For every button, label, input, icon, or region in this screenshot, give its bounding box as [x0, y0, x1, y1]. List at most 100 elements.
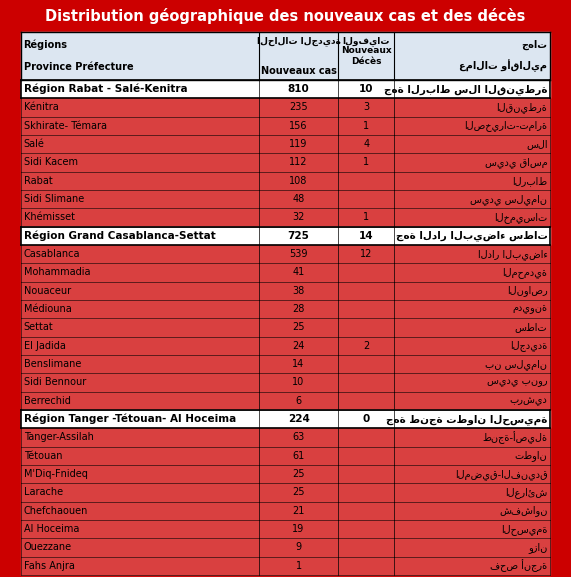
Text: 235: 235: [289, 103, 308, 113]
Text: تطوان: تطوان: [514, 451, 548, 461]
Text: سيدي قاسم: سيدي قاسم: [485, 157, 548, 168]
Bar: [21, 245, 550, 263]
Bar: [21, 501, 550, 520]
Text: 1: 1: [363, 121, 369, 131]
Text: Région Rabat - Salé-Kenitra: Région Rabat - Salé-Kenitra: [23, 84, 187, 95]
Bar: [21, 32, 550, 80]
Text: 224: 224: [288, 414, 309, 424]
Text: شفشاون: شفشاون: [499, 505, 548, 516]
Text: 14: 14: [292, 359, 305, 369]
Text: 10: 10: [292, 377, 305, 388]
Text: Nouveaux
Décès: Nouveaux Décès: [341, 46, 392, 66]
Text: الجديدة: الجديدة: [510, 340, 548, 351]
Text: 539: 539: [289, 249, 308, 259]
Bar: [21, 190, 550, 208]
Text: Tétouan: Tétouan: [23, 451, 62, 461]
Text: 1: 1: [296, 561, 301, 571]
Bar: [21, 135, 550, 153]
Text: القنيطرة: القنيطرة: [497, 102, 548, 113]
Text: Sidi Slimane: Sidi Slimane: [23, 194, 84, 204]
Text: Larache: Larache: [23, 488, 63, 497]
Text: بن سليمان: بن سليمان: [485, 359, 548, 370]
Text: Nouveaux cas: Nouveaux cas: [260, 66, 336, 76]
Text: برشيد: برشيد: [509, 396, 548, 406]
Text: Berrechid: Berrechid: [23, 396, 70, 406]
Text: 1: 1: [363, 212, 369, 223]
Text: 61: 61: [292, 451, 305, 461]
Text: Al Hoceima: Al Hoceima: [23, 524, 79, 534]
Bar: [21, 428, 550, 447]
Text: 9: 9: [296, 542, 301, 553]
Bar: [21, 117, 550, 135]
Text: Ouezzane: Ouezzane: [23, 542, 72, 553]
Text: Salé: Salé: [23, 139, 45, 149]
Bar: [21, 263, 550, 282]
Text: 156: 156: [289, 121, 308, 131]
Text: 119: 119: [289, 139, 308, 149]
Text: 0: 0: [363, 414, 370, 424]
Text: 24: 24: [292, 341, 305, 351]
Bar: [21, 172, 550, 190]
Text: Fahs Anjra: Fahs Anjra: [23, 561, 74, 571]
Text: Casablanca: Casablanca: [23, 249, 80, 259]
Text: 19: 19: [292, 524, 305, 534]
Text: 810: 810: [288, 84, 309, 94]
Bar: [21, 300, 550, 319]
Text: Province Préfecture: Province Préfecture: [23, 62, 133, 72]
Bar: [21, 465, 550, 484]
Text: 38: 38: [292, 286, 305, 296]
Text: Médiouna: Médiouna: [23, 304, 71, 314]
Text: Région Tanger -Tétouan- Al Hoceima: Région Tanger -Tétouan- Al Hoceima: [23, 414, 236, 425]
Text: Mohammadia: Mohammadia: [23, 268, 90, 278]
Text: الحسيمة: الحسيمة: [501, 524, 548, 535]
Text: الوفيات: الوفيات: [343, 36, 390, 46]
Text: 28: 28: [292, 304, 305, 314]
Text: طنجة-أصيلة: طنجة-أصيلة: [482, 431, 548, 444]
Text: Région Grand Casablanca-Settat: Région Grand Casablanca-Settat: [23, 231, 215, 241]
Text: 6: 6: [296, 396, 301, 406]
Bar: [21, 392, 550, 410]
Text: النواصر: النواصر: [506, 286, 548, 297]
Text: الدار البيضاء: الدار البيضاء: [477, 249, 548, 260]
Text: Sidi Kacem: Sidi Kacem: [23, 158, 78, 167]
Bar: [21, 410, 550, 428]
Bar: [21, 557, 550, 575]
Bar: [21, 336, 550, 355]
Text: 108: 108: [289, 176, 308, 186]
Text: Chefchaouen: Chefchaouen: [23, 506, 88, 516]
Text: El Jadida: El Jadida: [23, 341, 66, 351]
Text: 1: 1: [363, 158, 369, 167]
Bar: [21, 98, 550, 117]
Text: 725: 725: [288, 231, 309, 241]
Text: Rabat: Rabat: [23, 176, 53, 186]
Text: Distribution géographique des nouveaux cas et des décès: Distribution géographique des nouveaux c…: [45, 8, 526, 24]
Text: 41: 41: [292, 268, 305, 278]
Bar: [21, 80, 550, 98]
Text: سطات: سطات: [515, 323, 548, 332]
Text: 63: 63: [292, 433, 305, 443]
Bar: [21, 355, 550, 373]
Bar: [21, 227, 550, 245]
Text: الصخيرات-تمارة: الصخيرات-تمارة: [464, 121, 548, 132]
Bar: [21, 538, 550, 557]
Text: 12: 12: [360, 249, 372, 259]
Bar: [21, 319, 550, 336]
Bar: [21, 484, 550, 501]
Text: 4: 4: [363, 139, 369, 149]
Text: 10: 10: [359, 84, 373, 94]
Text: جهة الدار البيضاء سطات: جهة الدار البيضاء سطات: [396, 230, 548, 241]
Text: الخميسات: الخميسات: [494, 212, 548, 223]
Text: 14: 14: [359, 231, 373, 241]
Text: 112: 112: [289, 158, 308, 167]
Text: المحمدية: المحمدية: [502, 267, 548, 278]
Text: سيدي سليمان: سيدي سليمان: [471, 194, 548, 205]
Bar: [21, 520, 550, 538]
Bar: [21, 373, 550, 392]
Text: عمالات وأقاليم: عمالات وأقاليم: [460, 59, 548, 72]
Text: 3: 3: [363, 103, 369, 113]
Text: سيدي بنور: سيدي بنور: [487, 377, 548, 388]
Text: 48: 48: [292, 194, 305, 204]
Text: Skhirate- Témara: Skhirate- Témara: [23, 121, 107, 131]
Text: Khémisset: Khémisset: [23, 212, 75, 223]
Text: سلا: سلا: [526, 139, 548, 149]
